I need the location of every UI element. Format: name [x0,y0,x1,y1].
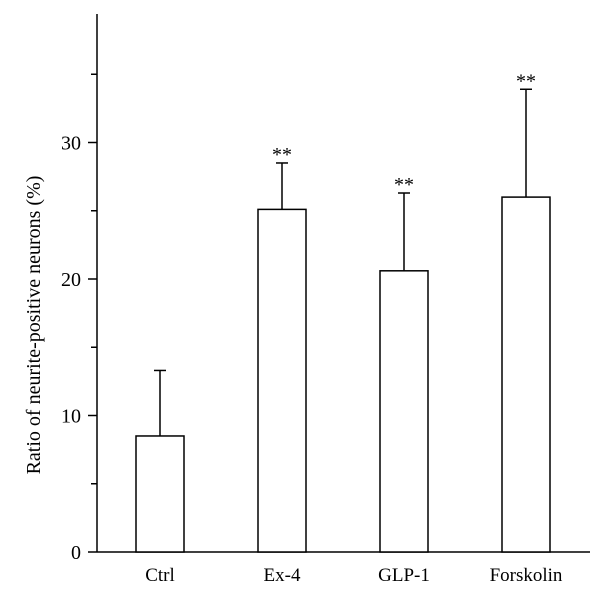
x-tick-label: Ctrl [145,565,175,586]
error-bars [154,88,532,436]
y-tick-label: 10 [61,406,81,428]
x-tick-label: GLP-1 [378,565,430,586]
x-tick-label: Forskolin [490,565,563,586]
significance-marks: ** ** ** [272,70,536,196]
significance-label: ** [394,174,414,196]
bar-forskolin [501,196,551,553]
bar-ex-4 [257,208,307,553]
y-axis-label: Ratio of neurite-positive neurons (%) [23,176,45,475]
y-tick-label: 0 [71,542,81,564]
y-tick-label: 30 [61,133,81,155]
x-tick-label: Ex-4 [264,565,301,586]
significance-label: ** [516,70,536,92]
bar-glp-1 [379,270,429,553]
y-tick-label: 20 [61,269,81,291]
significance-label: ** [272,144,292,166]
y-ticks: 0 10 20 30 [61,73,97,564]
x-tick-labels: Ctrl Ex-4 GLP-1 Forskolin [145,565,563,586]
bar-ctrl [135,435,185,553]
bars [135,196,551,553]
